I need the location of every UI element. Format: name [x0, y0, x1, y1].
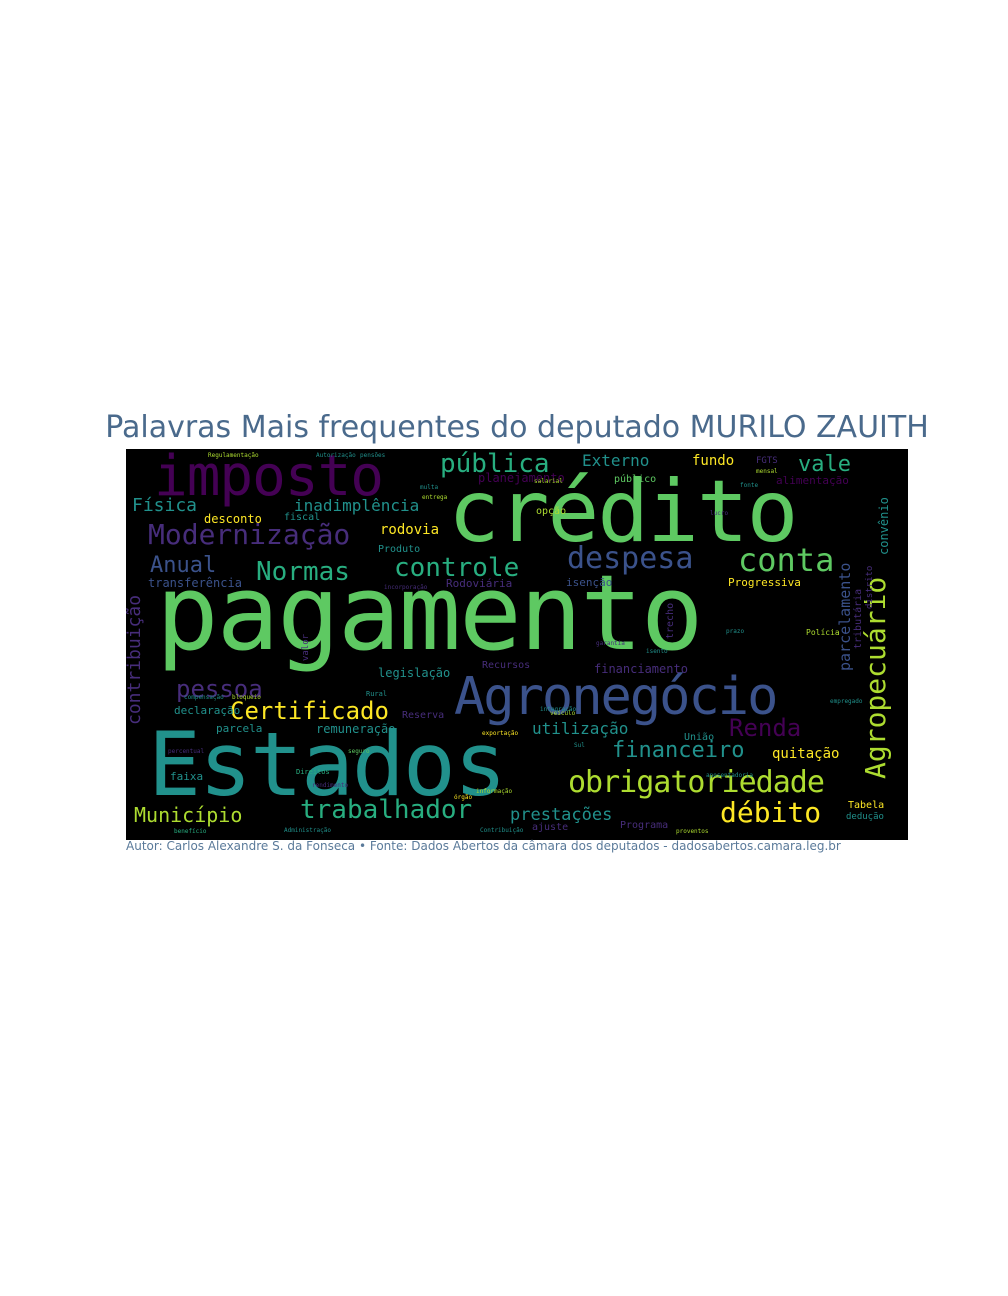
word: remuneração	[316, 722, 396, 736]
word: Normas	[256, 557, 350, 587]
word: conta	[738, 541, 835, 579]
word: Modernização	[148, 518, 351, 551]
word: Progressiva	[728, 576, 801, 589]
word: incorporação	[384, 584, 428, 591]
word: valor	[301, 633, 311, 661]
word: desconto	[204, 512, 262, 526]
word: veículo	[550, 710, 576, 717]
word: Rodoviária	[446, 577, 513, 590]
word: multa	[420, 484, 439, 491]
word: transferência	[148, 576, 242, 590]
word: Programa	[620, 820, 669, 831]
word: débito	[720, 796, 822, 829]
word: União	[684, 732, 715, 743]
word: FGTS	[756, 456, 778, 466]
word: Contribuição	[480, 827, 524, 834]
word: Tabela	[848, 800, 885, 811]
word: aposentadoria	[706, 772, 753, 779]
word: isento	[646, 648, 668, 655]
word: alimentação	[776, 474, 849, 487]
footer-credit: Autor: Carlos Alexandre S. da Fonseca • …	[126, 839, 841, 853]
word: quitação	[772, 746, 840, 762]
word: rodovia	[380, 522, 440, 538]
word: financiamento	[594, 662, 688, 676]
word: dedução	[846, 812, 884, 822]
word: pública	[440, 449, 550, 479]
word: fiscal	[284, 512, 321, 523]
word: Agronegócio	[454, 667, 778, 727]
word: Direitos	[296, 768, 330, 776]
word: público	[614, 474, 657, 485]
word: despesa	[567, 541, 694, 576]
word: Rural	[366, 690, 388, 698]
word: proventos	[676, 828, 709, 835]
word: compensação	[184, 694, 224, 701]
word: fundo	[692, 453, 735, 469]
word: exportação	[482, 730, 519, 737]
word: Anual	[150, 553, 217, 578]
word: salarial	[534, 478, 563, 485]
word: inadimplência	[294, 496, 420, 515]
word: imposto	[154, 449, 384, 509]
word: informação	[476, 788, 513, 795]
word: controle	[394, 553, 520, 583]
word: pensões	[360, 452, 386, 459]
word: Certificado	[230, 697, 389, 725]
word: trabalhador	[300, 795, 473, 825]
word: fonte	[740, 482, 759, 489]
chart-title: Palavras Mais frequentes do deputado MUR…	[105, 410, 929, 445]
word: parcelamento	[836, 562, 854, 671]
word: contribuição	[126, 594, 145, 725]
word: declaração	[174, 704, 241, 717]
word-cloud-image: pagamento crédito Estados imposto Agrone…	[126, 449, 908, 840]
word: Sul	[574, 742, 585, 749]
word: percentual	[168, 748, 205, 755]
word: Externo	[582, 451, 650, 470]
word: financeiro	[612, 738, 745, 763]
word: benefício	[174, 828, 207, 835]
word: prazo	[726, 628, 745, 635]
word: crédito	[448, 462, 798, 562]
word: prestações	[510, 805, 613, 825]
word: bloqueio	[232, 694, 261, 701]
word: Polícia	[806, 628, 840, 637]
word: pagamento	[156, 552, 704, 674]
word: tributária	[853, 588, 864, 649]
word: ajuste	[532, 822, 569, 833]
word: distrito	[865, 565, 875, 609]
word: rendimento	[312, 782, 349, 789]
word: convênio	[877, 497, 891, 555]
word: pessoa	[176, 675, 263, 703]
word: trecho	[665, 602, 676, 639]
word: Recursos	[482, 660, 531, 671]
word: isenção	[566, 576, 613, 589]
word: Administração	[284, 827, 331, 834]
word: utilização	[532, 719, 629, 738]
word: Reserva	[402, 710, 445, 721]
word: garantia	[596, 640, 625, 647]
word: legislação	[378, 666, 451, 680]
word: entrega	[422, 494, 448, 501]
word: Estados	[148, 713, 507, 816]
word: Município	[134, 803, 243, 827]
word: obrigatoriedade	[568, 765, 825, 800]
word: Renda	[729, 714, 802, 742]
word: planejamento	[478, 471, 565, 485]
word: Autorização	[316, 452, 356, 459]
word: lucro	[710, 510, 729, 517]
word: mensal	[756, 468, 778, 475]
word: vale	[798, 452, 851, 477]
word: Regulamentação	[208, 452, 259, 459]
word: seguro	[348, 748, 370, 755]
word: Produto	[378, 544, 421, 555]
word: órgão	[454, 794, 473, 801]
word: opção	[536, 506, 567, 517]
word: integração	[540, 706, 577, 713]
word: Física	[132, 495, 198, 516]
word: empregado	[830, 698, 863, 705]
word: parcela	[216, 722, 263, 735]
word: faixa	[170, 770, 204, 783]
